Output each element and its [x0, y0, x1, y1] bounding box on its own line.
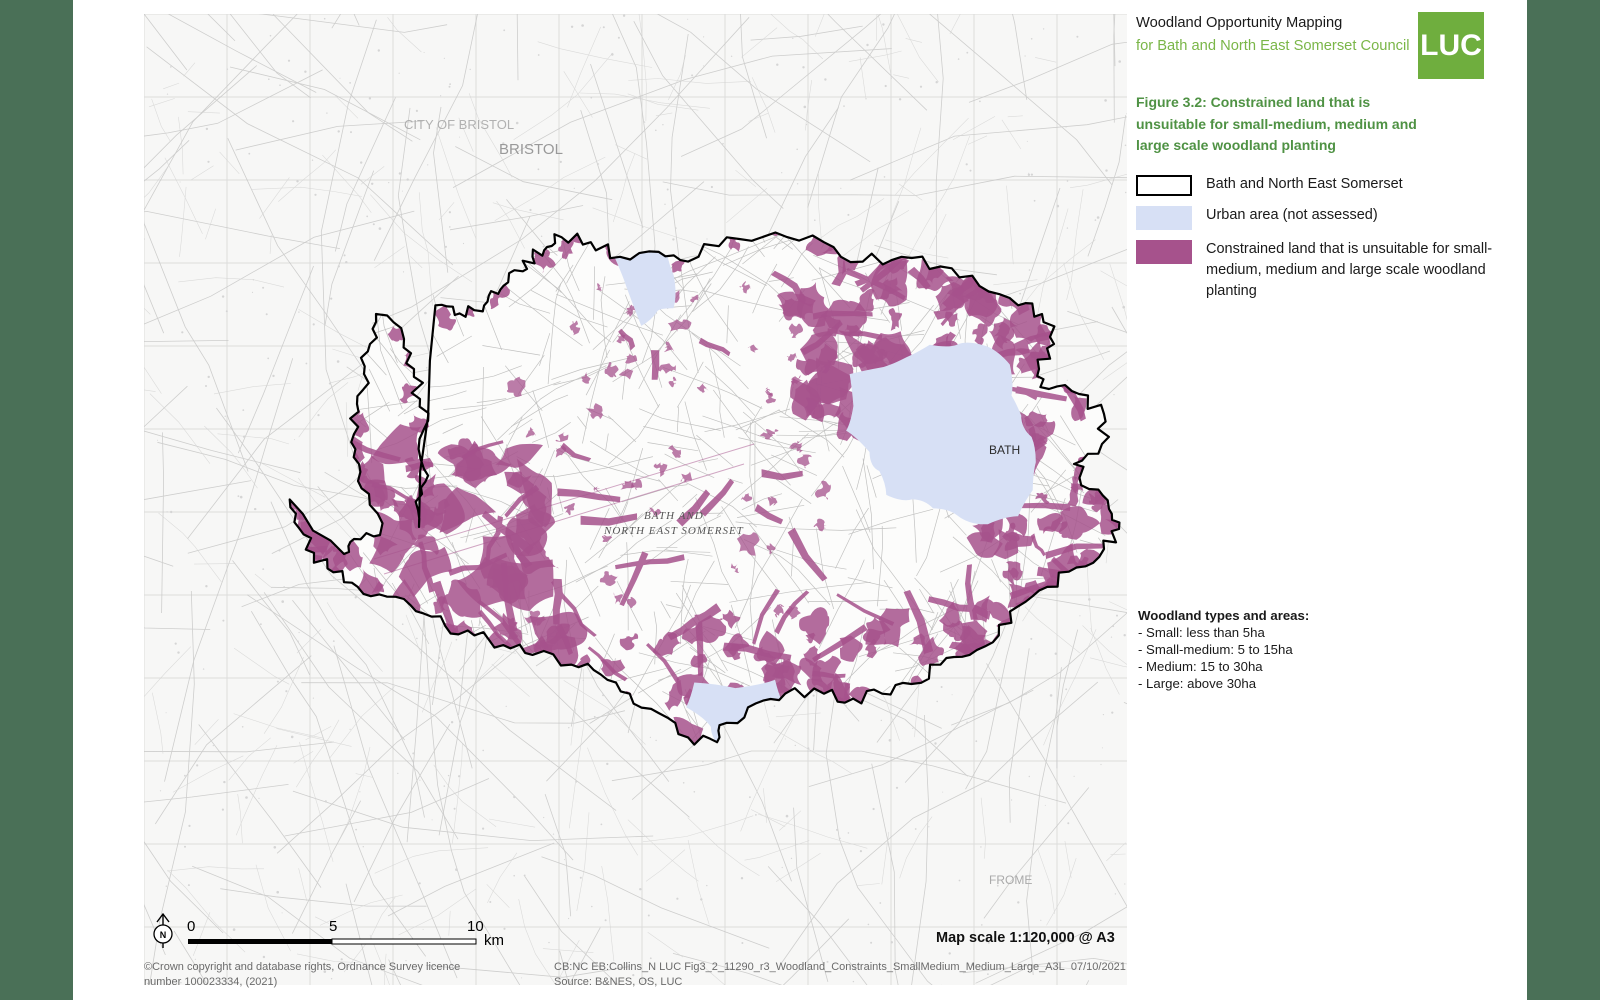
svg-text:BRISTOL: BRISTOL [499, 141, 563, 158]
svg-text:BATH: BATH [989, 443, 1020, 457]
svg-text:N: N [160, 930, 167, 940]
svg-text:10: 10 [467, 918, 484, 935]
svg-text:0: 0 [187, 918, 195, 935]
svg-text:NORTH EAST SOMERSET: NORTH EAST SOMERSET [603, 525, 744, 537]
svg-text:FROME: FROME [989, 873, 1032, 887]
svg-text:km: km [484, 932, 504, 949]
svg-text:CITY OF BRISTOL: CITY OF BRISTOL [404, 117, 514, 132]
svg-text:BATH AND: BATH AND [644, 510, 704, 522]
svg-text:5: 5 [329, 918, 337, 935]
